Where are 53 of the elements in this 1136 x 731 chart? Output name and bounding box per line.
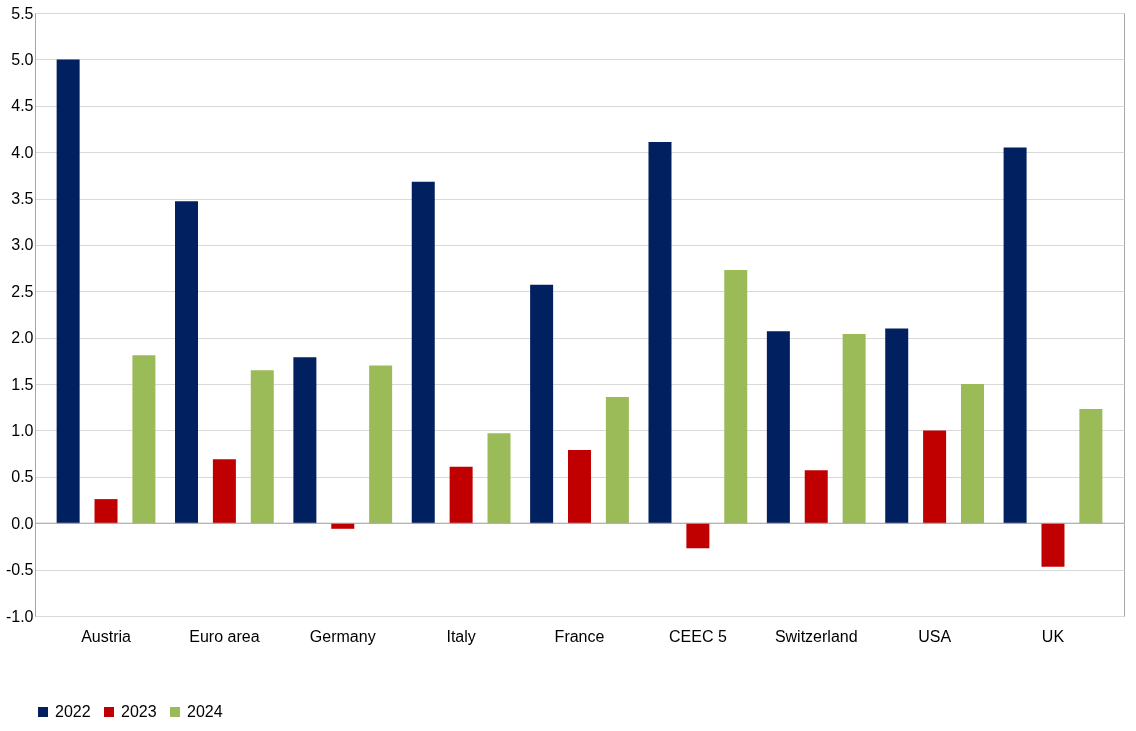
bar: [212, 459, 236, 524]
bar: [1003, 147, 1027, 524]
bar: [923, 430, 947, 524]
bar: [648, 141, 672, 524]
bar: [250, 370, 274, 524]
y-tick-label: 1.0: [11, 421, 34, 439]
bar: [724, 269, 748, 524]
legend-label: 2023: [121, 703, 157, 720]
bar: [369, 365, 393, 524]
y-tick-label: 3.5: [11, 190, 34, 208]
x-tick-label: France: [554, 627, 605, 645]
y-tick-label: 0.5: [11, 468, 34, 486]
x-tick-label: USA: [918, 627, 952, 645]
y-tick-label: 3.0: [11, 236, 34, 254]
bar: [960, 384, 984, 524]
bar: [175, 201, 199, 524]
x-tick-label: Austria: [81, 627, 132, 645]
bar: [94, 499, 118, 524]
bar: [56, 59, 80, 524]
bar: [605, 397, 629, 524]
y-tick-label: 5.5: [11, 4, 34, 22]
x-tick-label: UK: [1041, 627, 1065, 645]
x-tick-label: Italy: [446, 627, 476, 645]
bar: [487, 433, 511, 524]
bar: [1079, 409, 1103, 524]
y-tick-label: 2.0: [11, 329, 34, 347]
bar: [885, 328, 909, 524]
x-tick-label: CEEC 5: [668, 627, 727, 645]
bar: [530, 284, 554, 524]
bar: [132, 355, 156, 524]
bar: [766, 331, 790, 524]
bar: [411, 181, 435, 524]
y-tick-label: 4.5: [11, 97, 34, 115]
y-tick-label: 0.0: [11, 514, 34, 532]
y-tick-label: 4.0: [11, 143, 34, 161]
y-tick-label: -1.0: [5, 607, 34, 625]
legend-label: 2024: [187, 703, 223, 720]
y-tick-label: 1.5: [11, 375, 34, 393]
bar: [686, 523, 710, 549]
x-tick-label: Euro area: [189, 627, 260, 645]
x-tick-label: Germany: [309, 627, 376, 645]
y-tick-label: 2.5: [11, 282, 34, 300]
bar: [804, 470, 828, 524]
bar: [331, 523, 355, 529]
bar: [1041, 523, 1065, 567]
x-tick-label: Switzerland: [774, 627, 858, 645]
bar: [293, 357, 317, 524]
bar: [449, 466, 473, 524]
legend-label: 2022: [55, 703, 91, 720]
y-tick-label: 5.0: [11, 50, 34, 68]
bar: [842, 333, 866, 524]
bar: [568, 449, 591, 524]
y-tick-label: -0.5: [5, 561, 34, 579]
